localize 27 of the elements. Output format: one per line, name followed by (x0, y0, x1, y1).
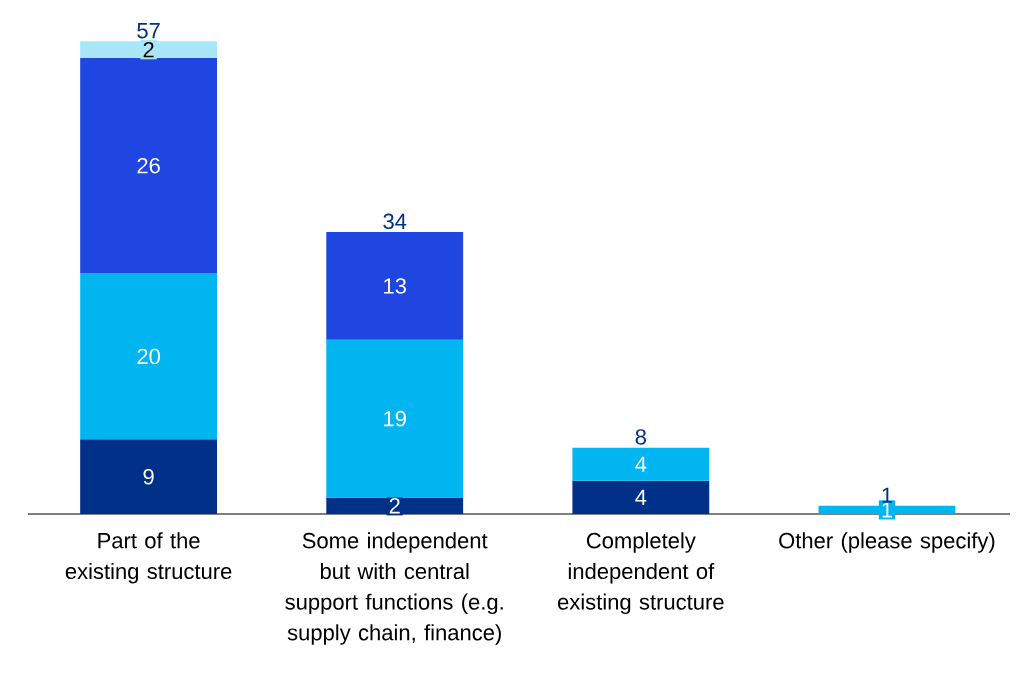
bar (326, 497, 464, 514)
x-tick-label: Completely independent of existing structure (558, 532, 724, 615)
total-label: 1 (882, 487, 892, 503)
data-label: 13 (384, 278, 406, 294)
bar (80, 439, 218, 514)
data-label: 1 (882, 502, 892, 518)
x-tick-label: Other (please specify) (779, 532, 995, 553)
x-tick-label: Some independent but with central support functions (e.g. supply chain, finance) (285, 532, 503, 645)
data-label: 19 (384, 410, 406, 427)
total-label: 34 (383, 213, 407, 230)
bar (80, 273, 218, 440)
bar (326, 232, 464, 340)
data-label: 4 (635, 456, 647, 472)
data-label: 4 (635, 489, 647, 505)
x-tick-label: Part of the existing structure (65, 532, 232, 584)
data-label: 20 (137, 348, 160, 365)
data-label: 2 (143, 41, 154, 58)
bar (80, 41, 218, 58)
data-label: 2 (389, 498, 400, 514)
data-label: 26 (137, 157, 160, 174)
data-label: 9 (143, 468, 154, 485)
bar (326, 339, 464, 498)
total-label: 57 (137, 23, 160, 39)
bar (572, 447, 710, 481)
bar (572, 480, 710, 514)
total-label: 8 (635, 429, 646, 445)
bar (80, 57, 218, 274)
